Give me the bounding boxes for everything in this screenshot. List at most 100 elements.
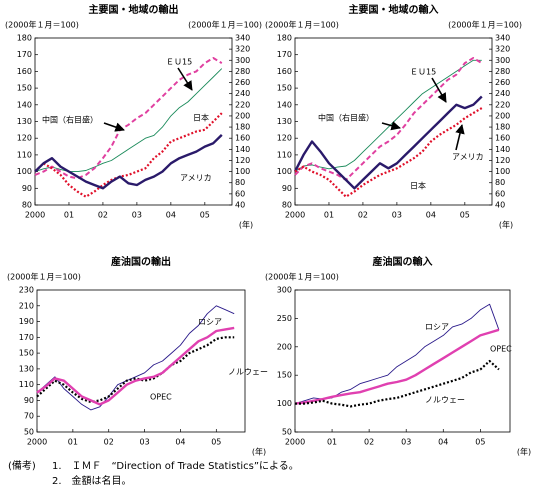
y2-tick-label: 80 — [235, 178, 245, 187]
series-label: ロシア — [198, 318, 222, 327]
y2-tick-label: 120 — [495, 156, 510, 165]
x-tick-label: 02 — [104, 438, 114, 447]
series-label: 日本 — [193, 113, 209, 123]
y-tick-label: 110 — [17, 150, 32, 159]
y-tick-label: 90 — [24, 396, 34, 405]
y2-tick-label: 160 — [495, 134, 510, 143]
y-tick-label: 160 — [17, 67, 32, 76]
x-tick-label: 03 — [392, 211, 402, 220]
y2-tick-label: 220 — [235, 100, 250, 109]
y2-tick-label: 340 — [495, 34, 510, 43]
series-label: アメリカ — [180, 174, 212, 183]
y2-tick-label: 100 — [495, 167, 510, 176]
x-tick-label: 05 — [475, 438, 485, 447]
x-tick-label: 01 — [64, 211, 74, 220]
series-label: 日本 — [410, 181, 426, 191]
y2-tick-label: 280 — [495, 67, 510, 76]
x-tick-label: 01 — [68, 438, 78, 447]
annotation-arrow — [103, 122, 125, 132]
annotation-arrow — [177, 67, 193, 91]
series-label: OPEC — [490, 345, 512, 354]
y2-tick-label: 160 — [235, 134, 250, 143]
x-tick-label: 05 — [460, 211, 470, 220]
series-line — [36, 305, 235, 411]
y-tick-label: 150 — [17, 84, 32, 93]
series-line — [294, 303, 500, 405]
y-tick-label: 170 — [19, 333, 34, 342]
note-item: 1. ＩＭＦ “Direction of Trade Statistics”によ… — [52, 460, 299, 472]
y-tick-label: 50 — [24, 428, 34, 437]
y2-tick-label: 40 — [495, 201, 505, 210]
y-tick-label: 170 — [17, 50, 32, 59]
x-axis-unit: (年) — [252, 447, 266, 457]
y2-tick-label: 100 — [235, 167, 250, 176]
y-tick-label: 180 — [277, 34, 292, 43]
series-label: ＥＵ15 — [410, 68, 436, 77]
y2-tick-label: 260 — [495, 78, 510, 87]
series-line — [36, 336, 235, 404]
y-tick-label: 130 — [277, 117, 292, 126]
x-tick-label: 04 — [166, 211, 176, 220]
y-tick-label: 110 — [277, 150, 292, 159]
x-tick-label: 05 — [211, 438, 221, 447]
y2-tick-label: 80 — [495, 178, 505, 187]
y2-tick-label: 140 — [235, 145, 250, 154]
y-tick-label: 80 — [22, 201, 32, 210]
y2-tick-label: 180 — [235, 123, 250, 132]
series-line — [294, 59, 482, 172]
annotation-arrow — [431, 77, 447, 103]
y2-tick-label: 120 — [235, 156, 250, 165]
y2-tick-label: 340 — [235, 34, 250, 43]
notes-head: (備考) — [8, 459, 36, 472]
chart-title: 主要国・地域の輸出 — [89, 3, 179, 16]
series-line — [294, 57, 483, 181]
x-tick-label: 04 — [438, 438, 448, 447]
series-line — [293, 95, 483, 190]
y-tick-label: 100 — [17, 167, 32, 176]
y2-tick-label: 200 — [495, 111, 510, 120]
series-label: 中国（右目盛） — [318, 113, 374, 123]
y-axis-unit: (2000年１月＝100) — [265, 20, 339, 30]
series-label: 中国（右目盛） — [42, 115, 98, 125]
x-tick-label: 04 — [175, 438, 185, 447]
x-tick-label: 2000 — [285, 438, 305, 447]
y-axis-unit: (2000年１月＝100) — [5, 20, 79, 30]
y-tick-label: 190 — [19, 317, 34, 326]
x-tick-label: 2000 — [27, 438, 47, 447]
y-tick-label: 120 — [17, 134, 32, 143]
y2-tick-label: 200 — [235, 111, 250, 120]
series-line — [294, 107, 483, 198]
chart-title: 産油国の輸出 — [111, 255, 171, 268]
y-tick-label: 150 — [277, 84, 292, 93]
x-tick-label: 2000 — [25, 211, 45, 220]
x-tick-label: 01 — [324, 211, 334, 220]
y-tick-label: 210 — [19, 301, 34, 310]
y-tick-label: 300 — [277, 286, 292, 295]
y2-tick-label: 300 — [235, 56, 250, 65]
y-tick-label: 150 — [19, 349, 34, 358]
chart-title: 主要国・地域の輸入 — [349, 3, 439, 16]
plot-frame — [294, 289, 511, 433]
y-tick-label: 100 — [277, 167, 292, 176]
y-tick-label: 110 — [19, 380, 34, 389]
y-tick-label: 130 — [17, 117, 32, 126]
y-tick-label: 130 — [19, 364, 34, 373]
series-label: アメリカ — [452, 153, 484, 162]
y2-tick-label: 280 — [235, 67, 250, 76]
y2-tick-label: 320 — [495, 45, 510, 54]
x-tick-label: 02 — [364, 438, 374, 447]
y-tick-label: 170 — [277, 50, 292, 59]
y-tick-label: 160 — [277, 67, 292, 76]
series-line — [36, 326, 235, 406]
x-tick-label: 02 — [358, 211, 368, 220]
y2-tick-label: 240 — [495, 89, 510, 98]
series-line — [34, 57, 223, 180]
y-tick-label: 140 — [17, 100, 32, 109]
series-label: ＥＵ15 — [166, 58, 192, 67]
y2-tick-label: 140 — [495, 145, 510, 154]
series-label: ロシア — [425, 323, 449, 332]
x-tick-label: 04 — [426, 211, 436, 220]
y2-tick-label: 60 — [495, 189, 505, 198]
y-tick-label: 250 — [277, 314, 292, 323]
y-tick-label: 100 — [277, 399, 292, 408]
